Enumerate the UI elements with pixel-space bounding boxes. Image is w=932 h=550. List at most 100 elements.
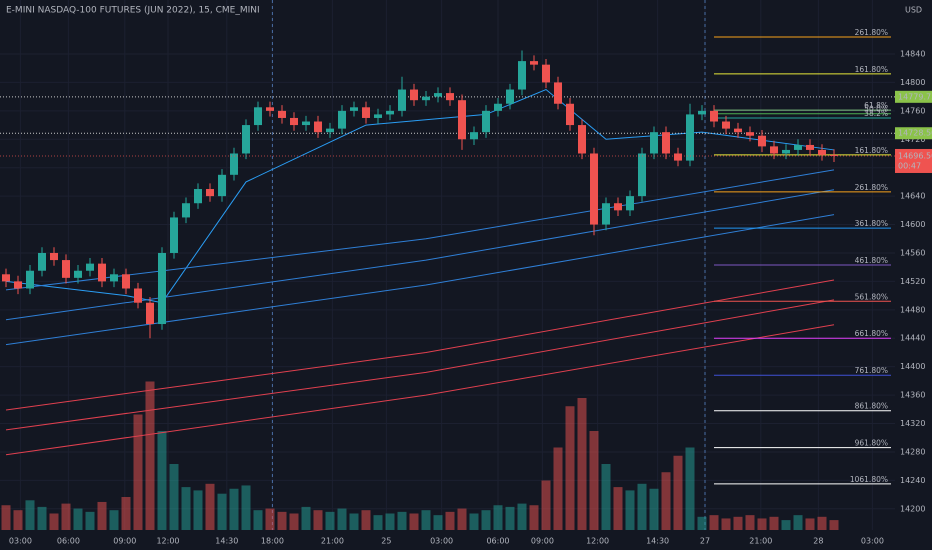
candle-body <box>362 107 370 118</box>
candle-body <box>578 125 586 154</box>
y-tick-label: 14840 <box>900 50 925 59</box>
candle-body <box>638 153 646 197</box>
candle-body <box>626 196 634 211</box>
y-tick-label: 14760 <box>900 106 925 115</box>
volume-bar <box>445 511 455 530</box>
volume-bar <box>97 501 107 530</box>
volume-bar <box>721 518 731 530</box>
candle-body <box>482 110 490 133</box>
candle-body <box>278 110 286 118</box>
candle-body <box>254 107 262 126</box>
volume-bar <box>637 483 647 530</box>
candle-body <box>326 128 334 133</box>
candle-body <box>182 203 190 218</box>
candle-body <box>458 100 466 140</box>
candle-body <box>434 93 442 97</box>
y-tick-label: 14640 <box>900 192 925 201</box>
volume-bar <box>241 485 251 530</box>
candle-body <box>134 288 142 303</box>
volume-bar <box>61 503 71 530</box>
candle-body <box>242 125 250 154</box>
candle-body <box>302 121 310 126</box>
candle-body <box>422 96 430 101</box>
y-tick-label: 14720 <box>900 135 925 144</box>
volume-bar <box>409 513 419 530</box>
volume-bar <box>589 431 599 530</box>
y-tick-label: 14280 <box>900 447 925 456</box>
candle-body <box>674 153 682 161</box>
candle-body <box>614 203 622 211</box>
candle-body <box>554 82 562 104</box>
x-tick-label: 14:30 <box>215 537 238 546</box>
fib-label: 161.80% <box>855 65 888 74</box>
candle-body <box>2 274 10 282</box>
y-tick-label: 14800 <box>900 78 925 87</box>
volume-bar <box>37 506 47 530</box>
x-tick-label: 27 <box>700 537 710 546</box>
volume-bar <box>193 490 203 530</box>
candle-body <box>506 89 514 104</box>
candle-body <box>542 64 550 83</box>
volume-bar <box>385 513 395 530</box>
y-tick-label: 14320 <box>900 419 925 428</box>
volume-bar <box>781 520 791 530</box>
fib-label: 361.80% <box>855 219 888 228</box>
volume-bar <box>601 464 611 530</box>
candle-body <box>170 217 178 253</box>
x-tick-label: 09:00 <box>531 537 554 546</box>
candle-body <box>146 302 154 325</box>
candle-body <box>206 189 214 197</box>
countdown: 00:47 <box>898 161 921 170</box>
price-tag-label: 14779.75 <box>898 92 932 101</box>
y-tick-label: 14520 <box>900 277 925 286</box>
volume-bar <box>433 515 443 530</box>
x-tick-label: 14:30 <box>646 537 669 546</box>
volume-bar <box>697 516 707 530</box>
candle-body <box>830 154 838 156</box>
y-tick-label: 14480 <box>900 305 925 314</box>
fib-label: 661.80% <box>855 329 888 338</box>
candle-body <box>350 107 358 111</box>
candle-body <box>446 93 454 101</box>
volume-bar <box>1 505 11 530</box>
fib-label: 561.80% <box>855 292 888 301</box>
volume-bar <box>817 516 827 530</box>
volume-bar <box>313 510 323 530</box>
candle-body <box>290 117 298 126</box>
volume-bar <box>757 518 767 530</box>
candle-body <box>398 89 406 111</box>
indicator-line <box>5 189 835 321</box>
volume-bar <box>253 510 263 530</box>
volume-bar <box>553 447 563 530</box>
volume-bar <box>157 431 167 530</box>
x-tick-label: 03:00 <box>861 537 884 546</box>
volume-bar <box>469 513 479 530</box>
volume-bar <box>481 510 491 530</box>
volume-bar <box>349 513 359 530</box>
volume-bar <box>217 493 227 530</box>
fib-label: 38.2% <box>864 109 888 118</box>
candle-body <box>122 274 130 289</box>
candle-body <box>50 252 58 261</box>
candle-body <box>530 61 538 65</box>
x-tick-label: 21:00 <box>749 537 772 546</box>
last-price-tag <box>895 148 932 173</box>
candle-body <box>734 128 742 133</box>
chart-title: E-MINI NASDAQ-100 FUTURES (JUN 2022), 15… <box>6 6 260 16</box>
candle-body <box>494 103 502 111</box>
x-tick-label: 21:00 <box>321 537 344 546</box>
x-tick-label: 06:00 <box>57 537 80 546</box>
volume-bar <box>373 515 383 530</box>
volume-bar <box>301 506 311 530</box>
volume-bar <box>13 510 23 530</box>
fib-label: 961.80% <box>855 439 888 448</box>
candle-body <box>470 132 478 140</box>
x-tick-label: 25 <box>381 537 391 546</box>
volume-bar <box>73 508 83 530</box>
candle-body <box>14 281 22 289</box>
volume-bar <box>529 505 539 530</box>
fib-label: 61.8% <box>864 101 888 110</box>
volume-bar <box>625 490 635 530</box>
volume-bar <box>205 483 215 530</box>
candle-body <box>782 149 790 154</box>
